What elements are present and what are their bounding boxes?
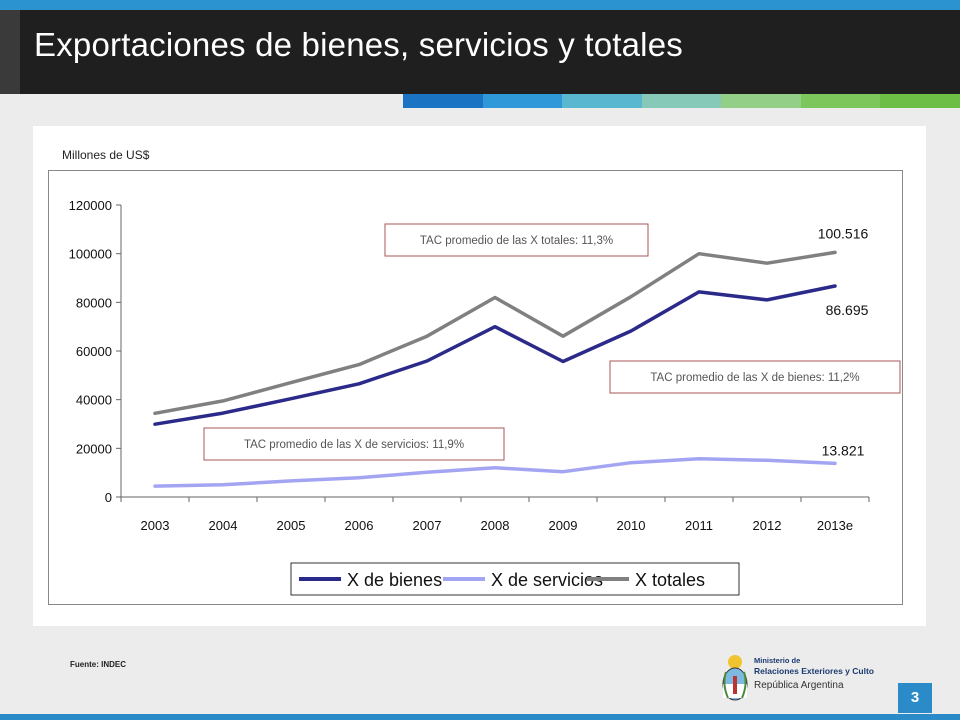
x-tick-label: 2003 (141, 518, 170, 533)
legend-label: X de servicios (491, 570, 603, 590)
annotation-box (384, 223, 649, 257)
x-tick-label: 2013e (817, 518, 853, 533)
y-tick-label: 0 (105, 490, 112, 505)
source-note: Fuente: INDEC (70, 660, 126, 669)
y-tick-label: 100000 (69, 247, 112, 262)
x-tick-label: 2012 (753, 518, 782, 533)
stripe-segment (880, 94, 960, 108)
annotation-text: TAC promedio de las X totales: 11,3% (420, 235, 613, 247)
logo-line-3: República Argentina (754, 680, 844, 691)
logo-line-1: Ministerio de (754, 656, 801, 665)
annotation-text: TAC promedio de las X de servicios: 11,9… (244, 439, 464, 451)
x-tick-label: 2007 (413, 518, 442, 533)
x-tick-label: 2009 (549, 518, 578, 533)
x-tick-label: 2011 (685, 518, 713, 533)
ministry-logo: Ministerio de Relaciones Exteriores y Cu… (720, 652, 900, 712)
coat-of-arms-icon (722, 655, 748, 701)
header-bar (0, 10, 960, 94)
stripe-segment (403, 94, 483, 108)
y-tick-label: 20000 (76, 441, 112, 456)
legend-label: X totales (635, 570, 705, 590)
y-tick-label: 120000 (69, 198, 112, 213)
x-tick-label: 2005 (277, 518, 306, 533)
data-label-servicios: 13.821 (822, 442, 865, 458)
series-line (153, 284, 837, 426)
logo-line-2: Relaciones Exteriores y Culto (754, 666, 874, 676)
stripe-segment (721, 94, 801, 108)
x-tick-label: 2004 (209, 518, 238, 533)
bottom-accent-bar (0, 714, 960, 720)
color-stripe (403, 94, 960, 108)
stripe-segment (800, 94, 881, 108)
stripe-segment (482, 94, 563, 108)
stripe-segment (641, 94, 722, 108)
series-line (153, 457, 837, 488)
page-number: 3 (898, 683, 932, 713)
x-tick-label: 2006 (345, 518, 374, 533)
slide-title: Exportaciones de bienes, servicios y tot… (34, 26, 683, 63)
y-tick-label: 60000 (76, 344, 112, 359)
legend-label: X de bienes (347, 570, 442, 590)
y-tick-label: 40000 (76, 393, 112, 408)
line-chart: 0 20000 40000 60000 80000 100000 120000 2003 200… (69, 198, 901, 596)
stripe-segment (562, 94, 642, 108)
y-tick-label: 80000 (76, 295, 112, 310)
units-label: Millones de US$ (62, 148, 150, 162)
top-accent-bar (0, 0, 960, 10)
chart-frame: 0 20000 40000 60000 80000 100000 120000 2003 200… (48, 170, 903, 605)
series-line (153, 250, 837, 416)
x-tick-label: 2008 (481, 518, 510, 533)
annotation-box (203, 427, 505, 461)
annotation-text: TAC promedio de las X de bienes: 11,2% (650, 372, 859, 384)
data-label-bienes: 86.695 (826, 302, 869, 318)
legend-box (290, 562, 740, 596)
x-tick-label: 2010 (617, 518, 646, 533)
annotation-box (609, 360, 901, 394)
data-label-totales: 100.516 (818, 225, 869, 241)
header-accent (0, 10, 20, 94)
